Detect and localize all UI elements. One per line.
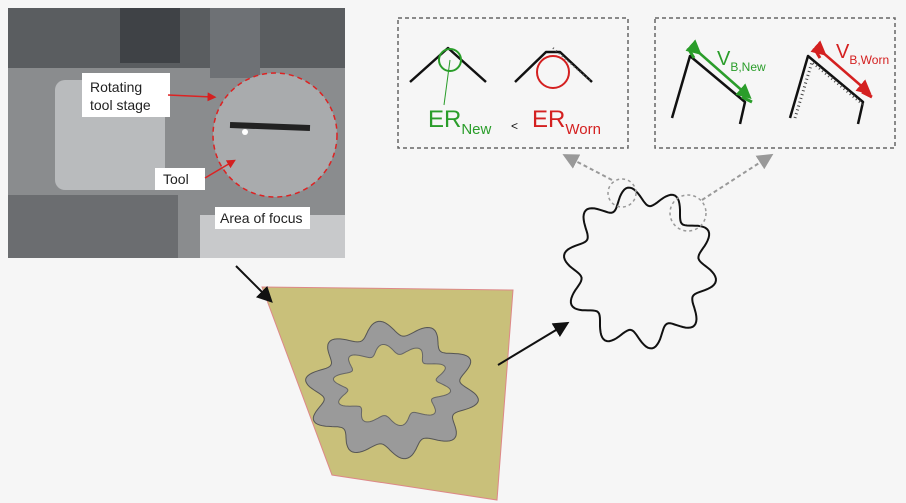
tick xyxy=(861,90,873,99)
tool-label: Tool xyxy=(163,171,189,187)
worn-dots xyxy=(552,47,593,83)
tool-3d-inner xyxy=(332,344,452,426)
er-new: ERNew xyxy=(428,106,492,138)
worn-radius xyxy=(536,55,570,89)
vb-sub: B,Worn xyxy=(849,53,889,67)
new-radius xyxy=(438,48,462,72)
vb-worn-arrow xyxy=(810,40,872,95)
comparator: < xyxy=(511,119,518,133)
focus-circle xyxy=(669,194,707,232)
vb-new-arrow xyxy=(685,39,752,99)
tick xyxy=(812,47,822,59)
arrow xyxy=(235,265,273,303)
worn-edge xyxy=(514,50,593,83)
er-worn: ERWorn xyxy=(532,106,601,138)
arrow xyxy=(497,321,570,366)
er-sub: New xyxy=(461,121,491,138)
edge-radius-box xyxy=(397,17,629,149)
focus-label: Area of focus xyxy=(220,210,303,226)
er-main: ER xyxy=(428,106,461,133)
worn-dots xyxy=(793,59,866,119)
flank-wear-box xyxy=(654,17,896,149)
arrow xyxy=(701,153,774,201)
er-sub: Worn xyxy=(565,121,601,138)
arrow xyxy=(562,154,613,181)
photo: Rotating tool stage Tool Area of focus xyxy=(8,8,345,258)
stage-label: tool stage xyxy=(90,97,151,113)
vb-sub: B,New xyxy=(730,60,766,74)
leader xyxy=(443,59,451,106)
tool-outline xyxy=(563,186,717,350)
vb-main: V xyxy=(717,48,731,70)
stage-label: Rotating xyxy=(90,79,142,95)
vb-worn: VB,Worn xyxy=(836,41,889,67)
new-edge xyxy=(409,46,487,83)
er-main: ER xyxy=(532,106,565,133)
vb-new: VB,New xyxy=(717,48,766,74)
vb-main: V xyxy=(836,41,850,63)
focus-circle xyxy=(607,178,637,208)
